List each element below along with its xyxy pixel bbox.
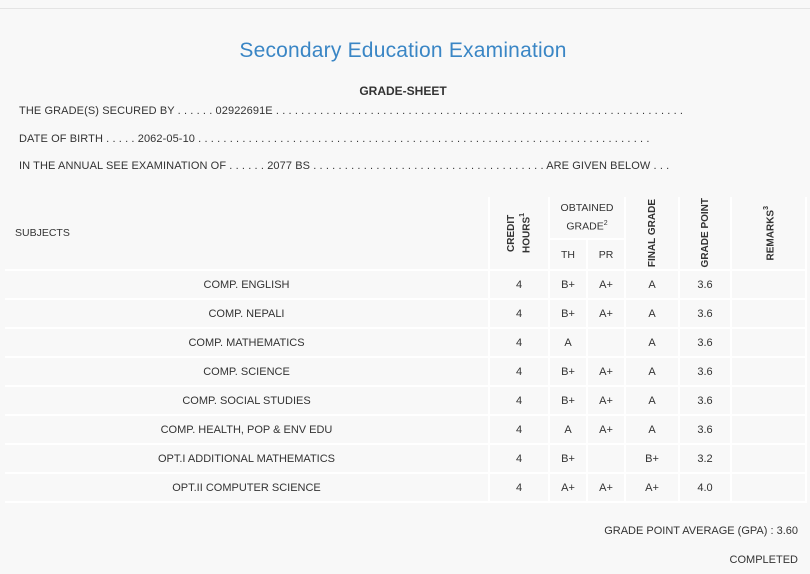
col-obtained-header: OBTAINED GRADE2 — [550, 197, 626, 241]
th-grade-cell: B+ — [550, 271, 588, 300]
final-grade-cell: A — [626, 416, 680, 445]
exam-year: 2077 BS — [267, 160, 311, 172]
credit-cell: 4 — [490, 271, 550, 300]
table-row: COMP. SOCIAL STUDIES 4 B+ A+ A 3.6 — [5, 387, 807, 416]
final-grade-cell: B+ — [626, 445, 680, 474]
th-grade-cell: B+ — [550, 445, 588, 474]
dob-value: 2062-05-10 — [137, 133, 196, 145]
table-row: OPT.II COMPUTER SCIENCE 4 A+ A+ A+ 4.0 — [5, 474, 807, 503]
remarks-cell — [732, 387, 807, 416]
subject-cell: COMP. ENGLISH — [5, 271, 490, 300]
credit-cell: 4 — [490, 358, 550, 387]
dob-label: DATE OF BIRTH . . . . . — [19, 133, 135, 145]
table-row: COMP. ENGLISH 4 B+ A+ A 3.6 — [5, 271, 807, 300]
table-row: COMP. MATHEMATICS 4 A A 3.6 — [5, 329, 807, 358]
symbol-number: 02922691E — [215, 105, 273, 117]
pr-grade-cell: A+ — [588, 474, 626, 503]
grade-point-cell: 3.6 — [680, 329, 732, 358]
gpa-summary: GRADE POINT AVERAGE (GPA) : 3.60 — [604, 525, 798, 537]
final-grade-cell: A — [626, 387, 680, 416]
final-grade-cell: A — [626, 300, 680, 329]
exam-label: IN THE ANNUAL SEE EXAMINATION OF . . . .… — [19, 160, 265, 172]
col-pr-header: PR — [588, 240, 626, 271]
table-row: OPT.I ADDITIONAL MATHEMATICS 4 B+ B+ 3.2 — [5, 445, 807, 474]
secured-by-line: THE GRADE(S) SECURED BY . . . . . . 0292… — [19, 105, 683, 117]
subject-cell: COMP. SCIENCE — [5, 358, 490, 387]
subject-cell: COMP. MATHEMATICS — [5, 329, 490, 358]
pr-grade-cell: A+ — [588, 416, 626, 445]
remarks-cell — [732, 445, 807, 474]
col-credit-header: CREDIT HOURS1 — [490, 197, 550, 271]
th-grade-cell: B+ — [550, 387, 588, 416]
final-grade-cell: A+ — [626, 474, 680, 503]
grade-point-cell: 3.2 — [680, 445, 732, 474]
th-grade-cell: B+ — [550, 358, 588, 387]
remarks-cell — [732, 358, 807, 387]
grade-point-cell: 3.6 — [680, 387, 732, 416]
remarks-cell — [732, 416, 807, 445]
credit-cell: 4 — [490, 387, 550, 416]
pr-grade-cell: A+ — [588, 387, 626, 416]
credit-cell: 4 — [490, 445, 550, 474]
credit-cell: 4 — [490, 474, 550, 503]
completion-status: COMPLETED — [729, 554, 798, 566]
grade-sheet-heading: GRADE-SHEET — [359, 84, 447, 98]
th-grade-cell: B+ — [550, 300, 588, 329]
th-grade-cell: A — [550, 329, 588, 358]
secured-by-dots: . . . . . . . . . . . . . . . . . . . . … — [275, 105, 684, 117]
remarks-cell — [732, 271, 807, 300]
credit-cell: 4 — [490, 329, 550, 358]
final-grade-cell: A — [626, 329, 680, 358]
page-title: Secondary Education Examination — [239, 39, 567, 62]
grade-point-cell: 3.6 — [680, 358, 732, 387]
credit-cell: 4 — [490, 416, 550, 445]
pr-grade-cell: A+ — [588, 271, 626, 300]
dob-dots: . . . . . . . . . . . . . . . . . . . . … — [198, 133, 650, 145]
remarks-cell — [732, 300, 807, 329]
subject-cell: COMP. HEALTH, POP & ENV EDU — [5, 416, 490, 445]
remarks-cell — [732, 329, 807, 358]
secured-by-label: THE GRADE(S) SECURED BY . . . . . . — [19, 105, 213, 117]
subject-cell: COMP. NEPALI — [5, 300, 490, 329]
col-subjects-header: SUBJECTS — [5, 197, 490, 271]
subject-cell: COMP. SOCIAL STUDIES — [5, 387, 490, 416]
col-th-header: TH — [550, 240, 588, 271]
remarks-cell — [732, 474, 807, 503]
grade-point-cell: 3.6 — [680, 416, 732, 445]
col-gp-header: GRADE POINT — [680, 197, 732, 271]
final-grade-cell: A — [626, 358, 680, 387]
credit-cell: 4 — [490, 300, 550, 329]
exam-dots: . . . . . . . . . . . . . . . . . . . . … — [313, 160, 670, 172]
table-row: COMP. HEALTH, POP & ENV EDU 4 A A+ A 3.6 — [5, 416, 807, 445]
grade-sheet-panel: Secondary Education Examination GRADE-SH… — [0, 8, 810, 574]
table-row: COMP. NEPALI 4 B+ A+ A 3.6 — [5, 300, 807, 329]
pr-grade-cell: A+ — [588, 358, 626, 387]
dob-line: DATE OF BIRTH . . . . . 2062-05-10 . . .… — [19, 133, 650, 145]
col-remarks-header: REMARKS3 — [732, 197, 807, 271]
th-grade-cell: A+ — [550, 474, 588, 503]
pr-grade-cell — [588, 445, 626, 474]
exam-line: IN THE ANNUAL SEE EXAMINATION OF . . . .… — [19, 160, 669, 172]
grade-point-cell: 3.6 — [680, 271, 732, 300]
th-grade-cell: A — [550, 416, 588, 445]
subject-cell: OPT.I ADDITIONAL MATHEMATICS — [5, 445, 490, 474]
grade-point-cell: 4.0 — [680, 474, 732, 503]
pr-grade-cell — [588, 329, 626, 358]
table-row: COMP. SCIENCE 4 B+ A+ A 3.6 — [5, 358, 807, 387]
grade-point-cell: 3.6 — [680, 300, 732, 329]
grades-table: SUBJECTS CREDIT HOURS1 OBTAINED GRADE2 F… — [5, 197, 807, 503]
subject-cell: OPT.II COMPUTER SCIENCE — [5, 474, 490, 503]
pr-grade-cell: A+ — [588, 300, 626, 329]
final-grade-cell: A — [626, 271, 680, 300]
col-final-header: FINAL GRADE — [626, 197, 680, 271]
